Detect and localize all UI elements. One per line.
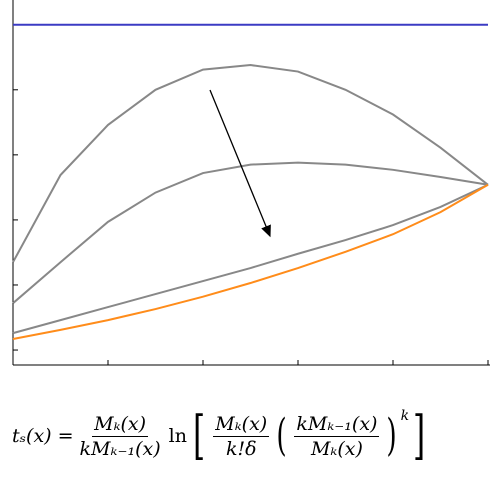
- series-line: [12, 183, 489, 340]
- numerator: Mₖ(x): [92, 412, 149, 437]
- series-line: [12, 183, 489, 335]
- numerator: Mₖ(x): [213, 412, 270, 437]
- denominator: Mₖ(x): [310, 437, 363, 460]
- arrow: [209, 89, 271, 238]
- fraction: Mₖ(x) kMₖ₋₁(x): [78, 412, 163, 461]
- exponent: k: [400, 408, 410, 424]
- formula-lhs: tₛ(x) =: [12, 425, 74, 447]
- paren: ): [386, 410, 398, 461]
- numerator: kMₖ₋₁(x): [294, 412, 380, 437]
- denominator: k!δ: [225, 437, 257, 460]
- fraction: kMₖ₋₁(x) Mₖ(x): [294, 412, 380, 461]
- fraction: Mₖ(x) k!δ: [213, 412, 270, 461]
- series-line: [12, 64, 489, 263]
- formula: tₛ(x) = Mₖ(x) kMₖ₋₁(x) ln [ Mₖ(x) k!δ ( kM…: [12, 406, 429, 466]
- series-line: [12, 161, 489, 304]
- paren: (: [276, 410, 287, 461]
- denominator: kMₖ₋₁(x): [79, 437, 161, 460]
- chart: [12, 0, 490, 366]
- bracket: [: [193, 406, 206, 466]
- ln: ln: [168, 425, 187, 447]
- bracket: ]: [413, 406, 426, 466]
